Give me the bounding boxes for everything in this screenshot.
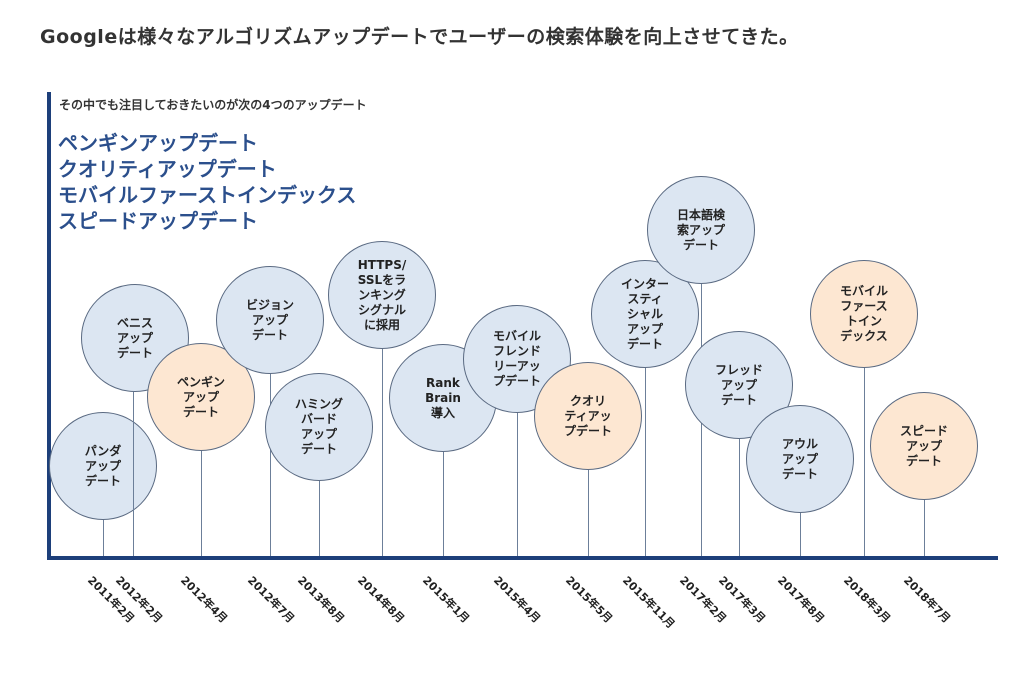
timeline-y-axis bbox=[47, 92, 51, 558]
update-bubble: HTTPS/ SSLをラ ンキング シグナル に採用 bbox=[328, 241, 436, 349]
update-name: Rank Brain 導入 bbox=[425, 375, 461, 420]
update-date: 2014年8月 bbox=[355, 573, 407, 626]
update-bubble: ビジョン アップ デート bbox=[216, 266, 324, 374]
update-bubble: クオリ ティアッ プデート bbox=[534, 362, 642, 470]
update-name: ハミング バード アップ デート bbox=[294, 397, 343, 456]
timeline-stem bbox=[588, 470, 589, 556]
update-name: モバイル フレンド リーアッ プデート bbox=[492, 329, 541, 388]
timeline-stem bbox=[382, 349, 383, 556]
timeline-stem bbox=[270, 374, 271, 556]
timeline-stem bbox=[739, 439, 740, 556]
update-name: パンダ アップ デート bbox=[84, 443, 122, 488]
update-name: モバイル ファース トイン デックス bbox=[839, 284, 888, 343]
highlight-list: ペンギンアップデート クオリティアップデート モバイルファーストインデックス ス… bbox=[58, 130, 356, 234]
timeline-stem bbox=[924, 500, 925, 556]
update-bubble: ハミング バード アップ デート bbox=[265, 373, 373, 481]
update-bubble: アウル アップ デート bbox=[746, 405, 854, 513]
update-bubble: モバイル フレンド リーアッ プデート bbox=[463, 305, 571, 413]
update-bubble: モバイル ファース トイン デックス bbox=[810, 260, 918, 368]
update-bubble: パンダ アップ デート bbox=[49, 412, 157, 520]
timeline-stem bbox=[443, 452, 444, 556]
timeline-stem bbox=[645, 368, 646, 556]
update-date: 2015年4月 bbox=[491, 573, 543, 626]
update-name: ベニス アップ デート bbox=[116, 315, 153, 360]
timeline-stem bbox=[103, 520, 104, 556]
timeline-stem bbox=[517, 413, 518, 556]
update-name: インター スティ シャル アップ デート bbox=[620, 276, 669, 351]
update-name: HTTPS/ SSLをラ ンキング シグナル に採用 bbox=[357, 257, 407, 332]
timeline-stem bbox=[133, 392, 134, 556]
update-name: クオリ ティアッ プデート bbox=[563, 393, 612, 438]
intro-text: その中でも注目しておきたいのが次の4つのアップデート bbox=[59, 98, 367, 112]
timeline-stem bbox=[800, 513, 801, 556]
timeline-stem bbox=[864, 368, 865, 556]
page-headline: Googleは様々なアルゴリズムアップデートでユーザーの検索体験を向上させてきた… bbox=[40, 26, 799, 48]
update-date: 2018年7月 bbox=[901, 573, 953, 626]
timeline-stem bbox=[201, 451, 202, 556]
update-date: 2012年4月 bbox=[178, 573, 230, 626]
update-date: 2017年8月 bbox=[775, 573, 827, 626]
update-date: 2018年3月 bbox=[841, 573, 893, 626]
update-name: フレッド アップ デート bbox=[714, 362, 763, 407]
update-date: 2015年1月 bbox=[420, 573, 472, 626]
update-bubble: スピード アップ デート bbox=[870, 392, 978, 500]
update-bubble: 日本語検 索アップ デート bbox=[647, 176, 755, 284]
highlight-item: スピードアップデート bbox=[58, 209, 258, 233]
highlight-item: ペンギンアップデート bbox=[58, 131, 258, 155]
update-name: スピード アップ デート bbox=[899, 423, 948, 468]
update-name: アウル アップ デート bbox=[781, 436, 818, 481]
update-name: ビジョン アップ デート bbox=[245, 297, 294, 342]
highlight-item: モバイルファーストインデックス bbox=[58, 183, 357, 207]
update-name: 日本語検 索アップ デート bbox=[676, 207, 725, 252]
timeline-x-axis bbox=[47, 556, 998, 560]
update-date: 2013年8月 bbox=[295, 573, 347, 626]
highlight-item: クオリティアップデート bbox=[58, 157, 277, 181]
update-date: 2015年5月 bbox=[563, 573, 615, 626]
timeline-stem bbox=[319, 481, 320, 556]
update-date: 2012年7月 bbox=[245, 573, 297, 626]
update-name: ペンギン アップ デート bbox=[176, 374, 225, 419]
update-date: 2015年11月 bbox=[620, 573, 678, 631]
